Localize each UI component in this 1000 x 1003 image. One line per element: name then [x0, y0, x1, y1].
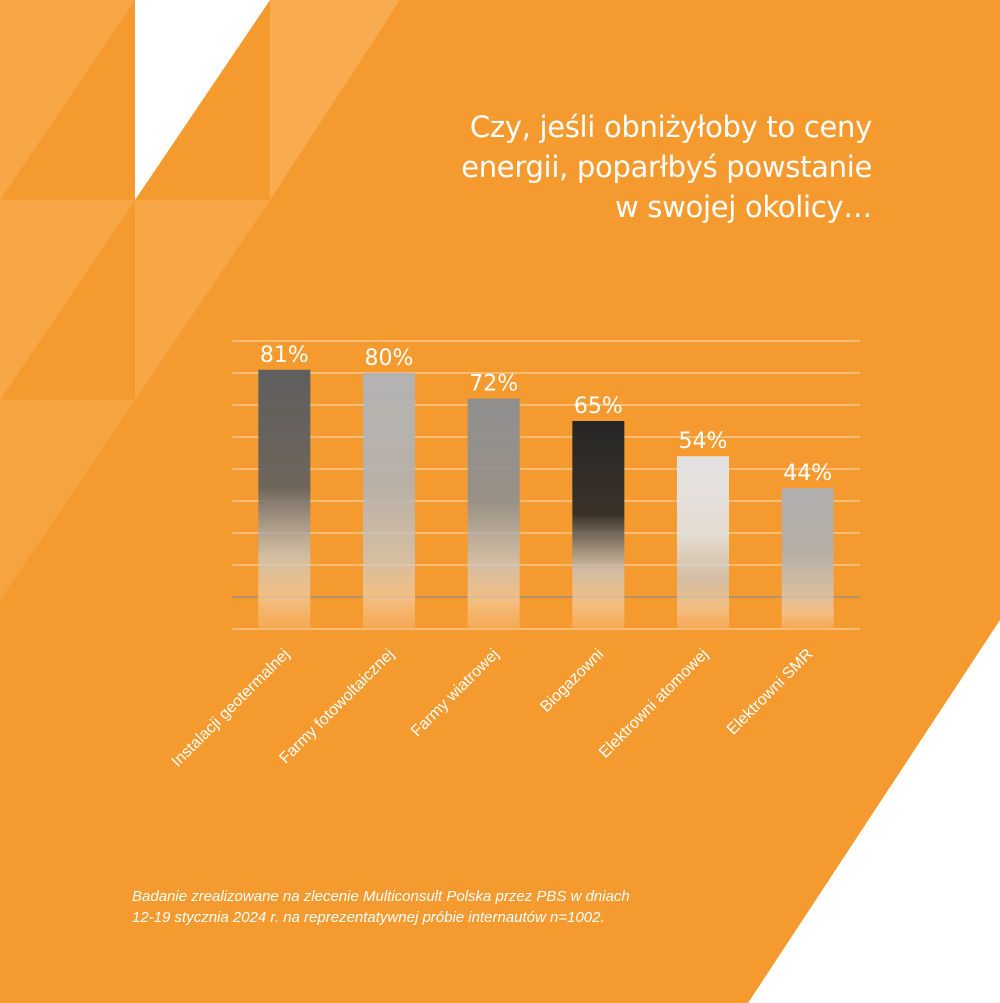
bar	[781, 488, 834, 629]
light-triangle-shape	[0, 0, 135, 200]
data-labels: 81% 80% 72% 65% 54% 44%	[260, 343, 832, 486]
chart-title-line: Czy, jeśli obniżyłoby to ceny	[469, 110, 872, 144]
bar	[677, 456, 729, 629]
bar	[258, 369, 311, 629]
category-label: Biogazowni	[537, 646, 607, 716]
gridlines	[232, 340, 860, 630]
category-label: Instalacji geotermalnej	[169, 646, 294, 771]
data-label: 72%	[469, 372, 518, 397]
data-label: 44%	[783, 461, 832, 486]
bars	[258, 369, 834, 629]
category-label: Elektrowni SMR	[724, 646, 816, 738]
footnote-line: Badanie zrealizowane na zlecenie Multico…	[132, 888, 630, 905]
category-label: Farmy fotowoltaicznej	[276, 646, 397, 767]
white-corner-shape	[135, 0, 270, 200]
category-label: Farmy wiatrowej	[408, 646, 502, 740]
bar	[363, 373, 415, 629]
chart-title-line: w swojej okolicy…	[614, 190, 872, 224]
chart-title-line: energii, poparłbyś powstanie	[461, 150, 872, 184]
data-label: 65%	[574, 394, 623, 419]
light-triangle-shape	[270, 0, 400, 200]
data-label: 54%	[679, 429, 728, 454]
category-label: Elektrowni atomowej	[596, 646, 712, 762]
bar	[467, 398, 520, 629]
light-triangle-shape	[0, 200, 135, 400]
footnote-line: 12-19 stycznia 2024 r. na reprezentatywn…	[132, 909, 605, 926]
bar	[572, 421, 625, 629]
data-label: 81%	[260, 343, 309, 368]
data-label: 80%	[365, 346, 414, 371]
light-triangle-shape	[135, 200, 270, 400]
light-triangle-shape	[0, 400, 135, 600]
